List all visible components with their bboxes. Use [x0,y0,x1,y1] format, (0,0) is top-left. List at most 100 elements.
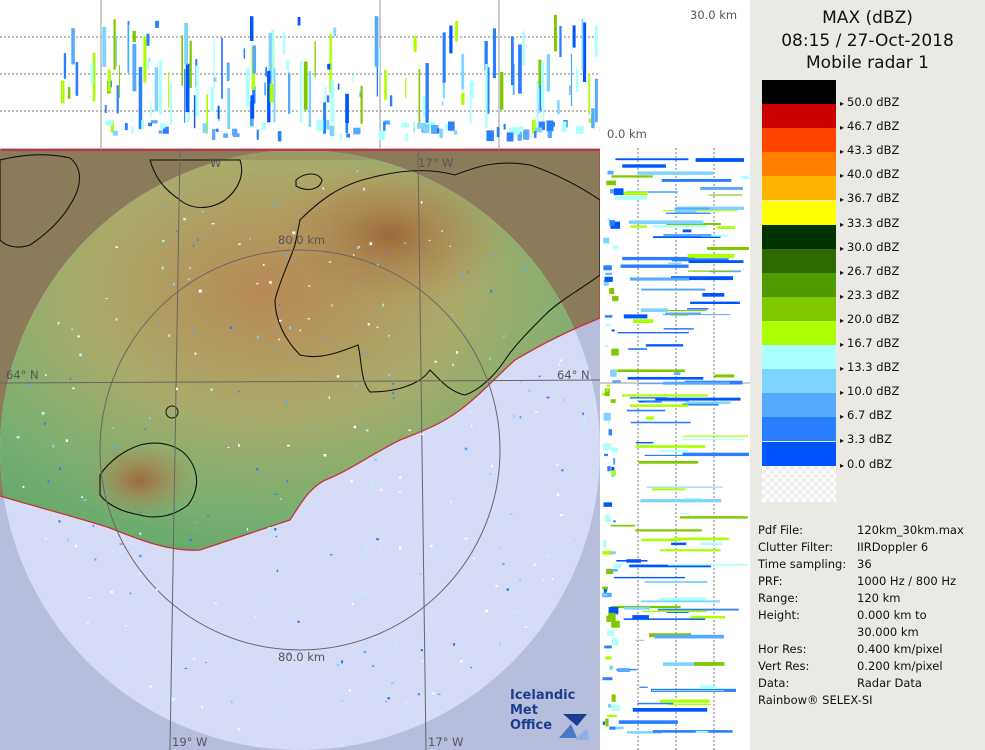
echo-speckle [192,658,196,660]
echo-cell [150,120,158,124]
echo-streak [469,80,472,124]
echo-cell [602,586,608,590]
echo-streak [632,708,708,712]
echo-speckle [356,170,359,173]
echo-streak [653,236,721,238]
echo-speckle [83,499,87,501]
echo-streak [617,668,631,672]
echo-speckle [351,603,354,606]
echo-streak [376,52,378,97]
echo-speckle [323,336,325,339]
echo-speckle [112,549,115,552]
ppi-map: 80.0 km 80.0 km 64° N 64° N 19° W 17° W … [0,148,600,750]
echo-speckle [453,643,456,646]
echo-streak [663,662,715,666]
echo-streak [671,258,729,262]
echo-streak [622,256,695,261]
echo-streak [682,229,692,233]
echo-cell [613,564,622,569]
echo-streak [622,164,666,168]
map-echo-marks [16,170,586,731]
echo-speckle [385,251,388,254]
echo-streak [652,690,725,692]
echo-streak [132,43,137,92]
echo-streak [640,600,720,603]
echo-cell [604,645,612,649]
echo-speckle [188,278,190,281]
legend-swatch [762,152,836,177]
echo-cell [610,569,618,572]
legend-tick-label: 6.7 dBZ [840,408,892,422]
echo-speckle [499,642,501,646]
echo-streak [226,62,230,82]
echo-streak [635,445,706,448]
echo-streak [511,36,514,86]
echo-streak [546,54,550,92]
echo-streak [660,699,710,703]
echo-streak [695,730,708,733]
echo-speckle [79,353,82,357]
echo-cell [551,122,555,127]
echo-streak [695,158,745,162]
echo-streak [227,88,231,129]
echo-streak [154,67,159,112]
echo-speckle [387,374,391,376]
echo-speckle [272,712,274,716]
echo-streak [629,277,690,281]
echo-streak [665,312,701,315]
echo-cell [345,123,349,134]
echo-cell [131,125,134,134]
legend-tick-label: 50.0 dBZ [840,95,899,109]
echo-streak [329,33,332,93]
echo-speckle [433,707,436,711]
echo-streak [115,35,117,67]
echo-cell [602,443,612,450]
echo-speckle [519,579,521,582]
echo-speckle [110,590,113,594]
echo-speckle [420,649,423,652]
echo-streak [639,686,648,688]
echo-streak [127,21,130,73]
echo-streak [243,48,246,59]
glacier-outline-tiny [165,405,179,419]
echo-speckle [52,444,55,448]
echo-streak [682,403,719,406]
echo-cell [604,344,608,347]
echo-speckle [139,532,142,535]
echo-speckle [88,395,90,397]
echo-speckle [460,660,463,663]
product-title: MAX (dBZ) [822,8,913,28]
echo-speckle [112,427,114,429]
echo-speckle [388,334,390,337]
right-cross-section-plot [600,148,750,750]
legend-swatch [762,345,836,370]
legend-tick-label: 0.0 dBZ [840,457,892,471]
echo-speckle [392,392,395,394]
echo-cell [148,122,152,127]
legend-swatch [762,417,836,442]
echo-speckle [176,387,178,391]
echo-streak [635,639,645,641]
legend-tick-label: 30.0 dBZ [840,240,899,254]
echo-speckle [161,266,164,270]
echo-cell [611,466,615,471]
echo-speckle [366,429,369,432]
echo-speckle [331,304,333,307]
echo-cell [606,180,616,186]
echo-streak [345,93,349,124]
echo-speckle [158,362,160,365]
echo-streak [250,95,255,119]
echo-streak [714,374,735,378]
echo-speckle [285,401,288,404]
echo-streak [645,344,684,347]
echo-streak [374,16,379,67]
echo-speckle [404,242,406,245]
echo-speckle [163,361,166,363]
echo-speckle [350,479,353,483]
echo-cell [162,126,169,134]
echo-streak [323,102,326,134]
echo-speckle [315,428,318,430]
echo-speckle [16,436,20,439]
echo-speckle [399,546,402,550]
echo-streak [538,59,542,89]
